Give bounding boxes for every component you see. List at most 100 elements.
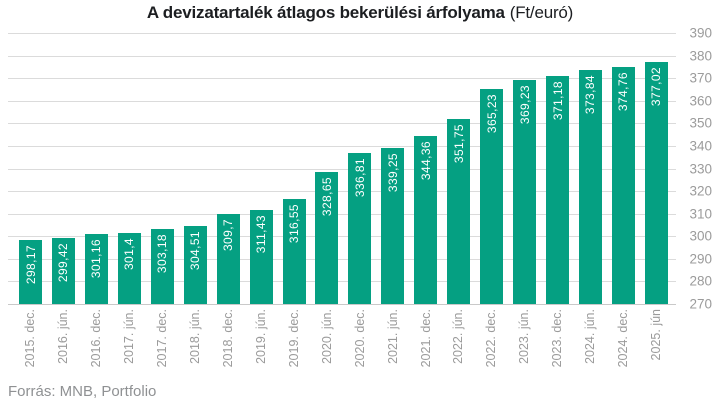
y-axis-tick-label: 330 [689,160,712,176]
bar: 377,02 [644,62,668,304]
x-axis-label-cell: 2019. jún. [250,309,273,383]
gridline [8,281,676,283]
bar: 369,23 [513,79,537,304]
y-axis-tick-label: 290 [689,251,712,267]
bar: 371,18 [546,75,569,304]
y-axis-tick-label: 380 [689,47,712,63]
chart-title-main: A devizatartalék átlagos bekerülési árfo… [146,3,505,22]
chart-title: A devizatartalék átlagos bekerülési árfo… [0,3,720,23]
x-axis-label-cell: 2018. dec. [217,309,240,383]
bar-value-label: 371,18 [550,80,565,120]
bar-value-label: 365,23 [484,93,499,134]
x-axis-label: 2025. jún [649,309,664,361]
gridline [8,145,676,147]
y-axis-tick-label: 320 [689,183,712,199]
gridline [8,258,676,260]
y-axis-labels: 390 380 370 360 350 340 330 320 310 300 290 280 270 [684,26,712,310]
bar-value-label: 301,4 [122,238,137,271]
bar: 351,75 [447,119,471,304]
x-axis-label: 2019. dec. [286,309,301,368]
bar: 336,81 [348,153,372,304]
x-axis-label-cell: 2016. dec. [85,309,108,383]
bar: 311,43 [249,210,273,304]
gridline [8,304,676,305]
bar-value-label: 373,84 [583,74,598,114]
x-axis-label: 2024. dec. [616,309,631,368]
y-axis-tick-label: 350 [689,115,712,131]
bar-value-label: 301,16 [89,238,104,278]
y-axis-tick-label: 300 [689,228,712,244]
x-axis-label-cell: 2024. dec. [612,309,635,383]
bar: 298,17 [19,240,42,304]
x-axis-label-cell: 2015. dec. [19,309,42,383]
gridline [8,33,676,34]
bar: 344,36 [414,136,438,304]
x-axis-label: 2020. jún. [319,309,334,364]
bars-container: 298,17 299,42 301,16 301,4 303,18 304,51 309,7… [19,33,668,304]
bar: 316,55 [282,198,306,304]
bar-value-label: 336,81 [352,158,367,198]
x-axis-label-cell: 2025. jún [645,309,668,383]
x-axis-label: 2018. jún. [187,309,202,364]
bar: 301,4 [117,233,141,304]
bar: 303,18 [150,229,174,304]
y-axis-tick-label: 310 [689,205,712,221]
gridline [8,55,676,57]
gridline [8,213,676,215]
bar-value-label: 311,43 [254,215,269,254]
x-axis-label: 2020. dec. [352,309,367,368]
gridline [8,78,676,80]
x-axis-label-cell: 2022. dec. [480,309,503,383]
x-axis-label: 2022. dec. [484,309,499,368]
bar: 339,25 [381,147,405,304]
x-axis-label-cell: 2023. dec. [546,309,569,383]
x-axis-label-cell: 2020. dec. [348,309,371,383]
bar-value-label: 344,36 [418,141,433,181]
x-axis-label-cell: 2023. jún. [513,309,536,383]
bar-value-label: 303,18 [155,234,170,274]
x-axis-label-cell: 2017. jún. [118,309,141,383]
bar: 299,42 [51,237,75,304]
bar: 304,51 [183,226,207,304]
bar: 374,76 [611,67,635,304]
gridline [8,123,676,125]
x-axis-label-cell: 2017. dec. [151,309,174,383]
bar: 328,65 [315,171,339,304]
y-axis-tick-label: 390 [689,25,712,41]
gridline [8,100,676,102]
x-axis-label-cell: 2022. jún. [447,309,470,383]
x-axis-label-cell: 2021. dec. [414,309,437,383]
bar-value-label: 351,75 [451,124,466,164]
x-axis-label-cell: 2019. dec. [283,309,306,383]
y-axis-tick-label: 340 [689,138,712,154]
x-axis-label-cell: 2021. jún. [381,309,404,383]
source-note: Forrás: MNB, Portfolio [8,383,157,400]
bar-value-label: 377,02 [649,67,664,107]
y-axis-tick-label: 370 [689,70,712,86]
bar: 373,84 [578,69,602,304]
x-axis-label: 2017. dec. [155,309,169,368]
bar-value-label: 298,17 [23,245,38,285]
bar: 309,7 [216,214,240,304]
bar-value-label: 339,25 [385,152,400,192]
x-axis-label: 2024. jún. [583,309,598,364]
x-axis-label: 2023. dec. [550,309,565,368]
x-axis-label: 2023. jún. [517,309,532,364]
x-axis-labels: 2015. dec. 2016. jún. 2016. dec. 2017. jún.… [19,309,668,383]
bar: 301,16 [84,233,108,304]
bar-value-label: 369,23 [517,84,532,125]
bar-value-label: 299,42 [56,242,71,282]
x-axis-label: 2022. jún. [451,309,466,364]
bar: 365,23 [480,88,504,304]
x-axis-label: 2021. dec. [418,309,433,368]
x-axis-label-cell: 2018. jún. [184,309,207,383]
chart-title-unit: (Ft/euró) [509,3,574,22]
x-axis-label: 2016. dec. [89,309,104,368]
x-axis-label-cell: 2016. jún. [52,309,75,383]
bar-value-label: 316,55 [287,203,301,243]
gridline [8,168,676,170]
x-axis-label: 2016. jún. [56,309,71,364]
x-axis-label-cell: 2024. jún. [579,309,602,383]
bar-value-label: 304,51 [188,231,203,271]
